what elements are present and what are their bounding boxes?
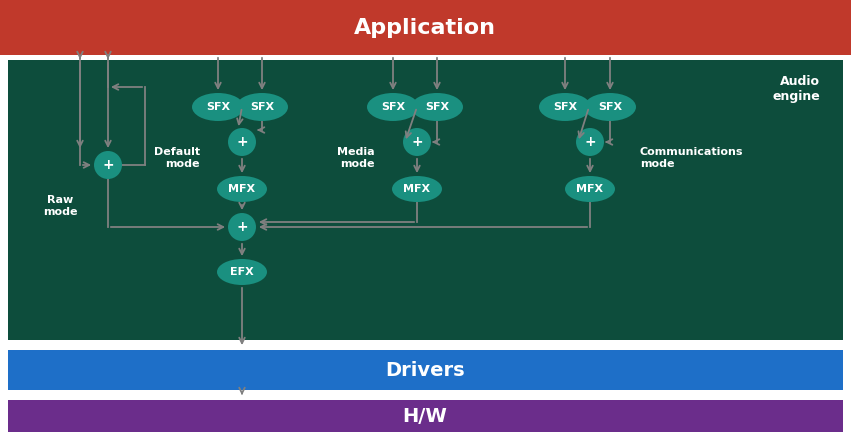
Ellipse shape xyxy=(539,93,591,121)
Text: H/W: H/W xyxy=(403,406,448,426)
Text: Drivers: Drivers xyxy=(386,361,465,379)
Text: +: + xyxy=(237,135,248,149)
FancyBboxPatch shape xyxy=(8,60,843,340)
Text: SFX: SFX xyxy=(598,102,622,112)
Ellipse shape xyxy=(576,128,604,156)
Ellipse shape xyxy=(392,176,442,202)
Text: SFX: SFX xyxy=(206,102,230,112)
Text: SFX: SFX xyxy=(425,102,449,112)
Text: +: + xyxy=(237,220,248,234)
Text: SFX: SFX xyxy=(381,102,405,112)
Text: Audio
engine: Audio engine xyxy=(772,75,820,103)
Ellipse shape xyxy=(584,93,636,121)
Ellipse shape xyxy=(217,259,267,285)
Text: Application: Application xyxy=(354,17,496,38)
Text: MFX: MFX xyxy=(228,184,255,194)
Ellipse shape xyxy=(94,151,122,179)
Text: Media
mode: Media mode xyxy=(337,147,375,169)
Ellipse shape xyxy=(367,93,419,121)
Ellipse shape xyxy=(403,128,431,156)
Text: SFX: SFX xyxy=(553,102,577,112)
Text: +: + xyxy=(102,158,114,172)
Text: Communications
mode: Communications mode xyxy=(640,147,744,169)
Text: EFX: EFX xyxy=(230,267,254,277)
Ellipse shape xyxy=(236,93,288,121)
FancyBboxPatch shape xyxy=(8,350,843,390)
Text: Raw
mode: Raw mode xyxy=(43,195,77,217)
Ellipse shape xyxy=(228,128,256,156)
Ellipse shape xyxy=(411,93,463,121)
Ellipse shape xyxy=(565,176,615,202)
Text: MFX: MFX xyxy=(403,184,431,194)
Ellipse shape xyxy=(228,213,256,241)
Ellipse shape xyxy=(192,93,244,121)
Text: MFX: MFX xyxy=(576,184,603,194)
Text: SFX: SFX xyxy=(250,102,274,112)
FancyBboxPatch shape xyxy=(8,400,843,432)
Ellipse shape xyxy=(217,176,267,202)
Text: Default
mode: Default mode xyxy=(154,147,200,169)
FancyBboxPatch shape xyxy=(0,0,851,55)
Text: +: + xyxy=(411,135,423,149)
Text: +: + xyxy=(584,135,596,149)
